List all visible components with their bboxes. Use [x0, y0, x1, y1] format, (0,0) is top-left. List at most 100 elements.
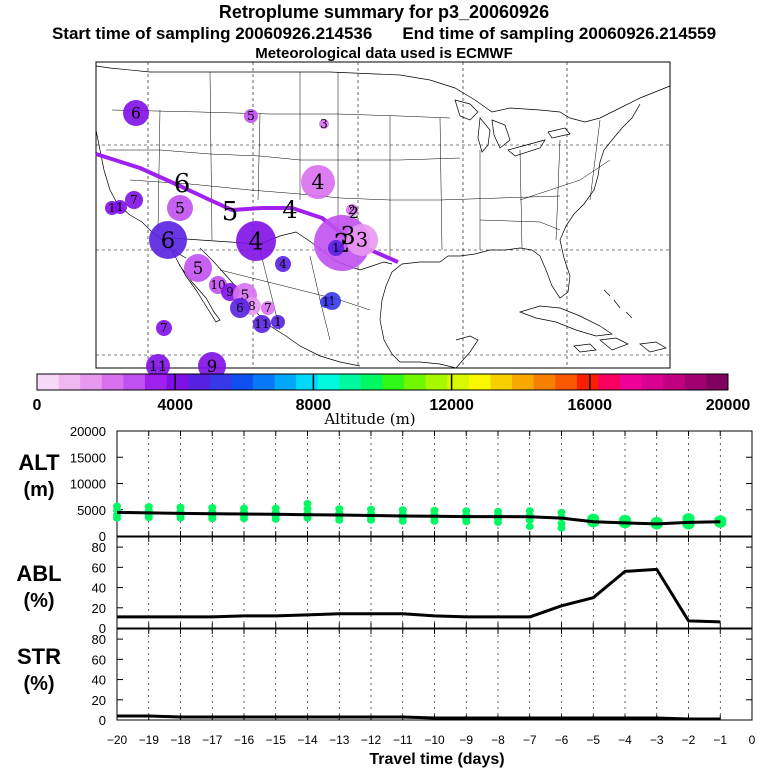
colorbar-cell [231, 374, 253, 390]
figure-canvas: 65311756445422311110958677111911 65432 0… [0, 0, 768, 768]
y-tick-label: 0 [99, 713, 106, 728]
colorbar-cell [404, 374, 426, 390]
track-day-label: 2 [349, 203, 359, 222]
x-tick-label: 0 [749, 733, 756, 747]
alt-spread-point [526, 523, 534, 530]
colorbar-cell [663, 374, 685, 390]
y-tick-label: 60 [92, 560, 106, 575]
y-tick-label: 60 [92, 652, 106, 667]
alt-spread-point [399, 518, 407, 525]
colorbar-cell [361, 374, 383, 390]
series-line-abl [117, 569, 720, 622]
x-tick-label: −18 [170, 733, 191, 747]
colorbar-cell [102, 374, 124, 390]
alt-spread-point [462, 518, 470, 525]
plume-label: 3 [356, 229, 368, 252]
colorbar-cell [598, 374, 620, 390]
alt-spread-point [145, 514, 153, 521]
x-tick-label: −13 [329, 733, 350, 747]
alt-spread-point [494, 519, 502, 526]
x-tick-label: −8 [491, 733, 505, 747]
plume-label: 4 [279, 257, 287, 271]
y-tick-label: 15000 [70, 450, 106, 465]
alt-spread-point [431, 518, 439, 525]
alt-spread-point [240, 515, 248, 522]
alt-spread-point [558, 525, 566, 532]
colorbar-cell [59, 374, 81, 390]
colorbar-cell [447, 374, 469, 390]
plume-label: 1 [332, 241, 340, 255]
y-tick-label: 40 [92, 581, 106, 596]
plume-label: 7 [130, 193, 138, 207]
y-axis-label: STR [17, 644, 61, 669]
colorbar-tick-label: 16000 [568, 397, 613, 414]
plume-label: 11 [149, 359, 167, 375]
y-tick-label: 5000 [77, 503, 106, 518]
colorbar-cell [318, 374, 340, 390]
plume-label: 6 [236, 301, 244, 315]
track-day-label: 3 [340, 222, 355, 250]
colorbar-tick-label: 0 [33, 397, 42, 414]
colorbar-cell [123, 374, 145, 390]
y-tick-label: 20 [92, 601, 106, 616]
x-tick-label: −7 [523, 733, 537, 747]
colorbar-cell [37, 374, 59, 390]
colorbar-cell [512, 374, 534, 390]
plume-label: 4 [248, 227, 263, 255]
x-tick-label: −2 [682, 733, 696, 747]
colorbar-tick-label: 12000 [429, 397, 474, 414]
panel-str: 020406080STR(%)−20 −19 −18 −17 −16 −15 −14 −13−… [17, 629, 756, 768]
panel-abl: 020406080ABL(%) [16, 537, 752, 636]
series-line-str [117, 716, 720, 719]
colorbar-cell [210, 374, 232, 390]
x-axis-title: Travel time (days) [369, 751, 504, 768]
colorbar-tick-label: 4000 [157, 397, 193, 414]
colorbar-label: Altitude (m) [323, 410, 415, 428]
y-tick-label: 20 [92, 693, 106, 708]
colorbar-cell [383, 374, 405, 390]
colorbar-cell [706, 374, 728, 390]
x-tick-label: −5 [586, 733, 600, 747]
plume-label: 11 [254, 317, 269, 331]
x-tick-label: −14 [297, 733, 318, 747]
colorbar-cell [490, 374, 512, 390]
y-tick-label: 80 [92, 632, 106, 647]
colorbar-cell [296, 374, 318, 390]
y-axis-label: (%) [23, 673, 54, 695]
time-series-panels: 05000100001500020000ALT(m) 0 20 40 60 80 ABL (%… [16, 424, 755, 768]
x-tick-label: −9 [459, 733, 473, 747]
x-tick-label: −20 [107, 733, 128, 747]
x-tick-label: −10 [424, 733, 445, 747]
colorbar-cell [339, 374, 361, 390]
colorbar-cell [577, 374, 599, 390]
y-axis-label: ABL [16, 561, 61, 586]
plume-label: 6 [161, 228, 176, 254]
alt-spread-point [335, 517, 343, 524]
alt-spread-point [208, 515, 216, 522]
x-tick-label: −17 [202, 733, 223, 747]
x-tick-label: −1 [713, 733, 727, 747]
x-tick-label: −19 [139, 733, 160, 747]
y-axis-label: ALT [18, 450, 60, 475]
colorbar-cell [145, 374, 167, 390]
x-tick-label: −16 [234, 733, 255, 747]
x-tick-label: −12 [361, 733, 382, 747]
colorbar-cell [469, 374, 491, 390]
colorbar-cell [620, 374, 642, 390]
altitude-colorbar: 0 4000 8000 12000 16000 20000 Altitude (m) [33, 374, 751, 428]
plume-label: 5 [247, 109, 255, 123]
alt-spread-point [177, 515, 185, 522]
plume-label: 4 [312, 170, 325, 194]
y-tick-label: 80 [92, 540, 106, 555]
plume-label: 9 [207, 356, 218, 376]
track-day-label: 5 [222, 197, 239, 227]
panel-alt: 05000100001500020000ALT(m) [18, 424, 752, 544]
x-tick-label: −6 [555, 733, 569, 747]
colorbar-cell [275, 374, 297, 390]
colorbar-cell [80, 374, 102, 390]
alt-spread-point [272, 516, 280, 523]
colorbar-cell [685, 374, 707, 390]
colorbar-cell [253, 374, 275, 390]
colorbar-cell [426, 374, 448, 390]
track-day-label: 6 [174, 169, 191, 199]
